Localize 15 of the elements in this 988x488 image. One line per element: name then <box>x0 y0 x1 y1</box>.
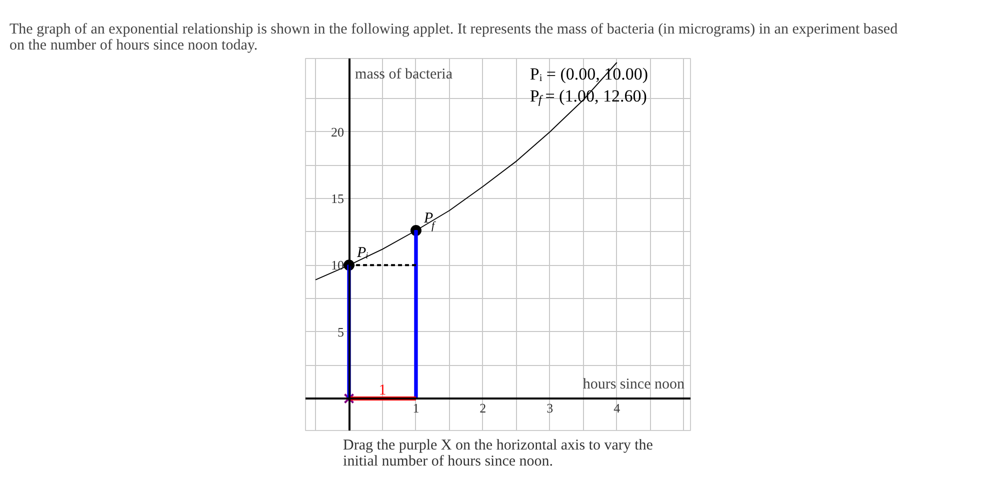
x-tick-label: 3 <box>546 400 554 416</box>
y-tick-label: 15 <box>331 191 344 206</box>
x-axis-title: hours since noon <box>582 376 685 392</box>
y-tick-label: 20 <box>331 124 344 140</box>
series-label: Pᵢ <box>356 245 369 262</box>
annotation: Pᵢ = (0.00, 10.00) <box>530 64 648 84</box>
x-tick-label: 2 <box>480 400 486 416</box>
x-tick-label: 4 <box>614 400 621 416</box>
x-tick-label: 1 <box>412 400 420 416</box>
y-tick-label: 10 <box>331 258 344 273</box>
y-axis-title: mass of bacteria <box>355 66 453 82</box>
text: Drag the purple X on the horizontal axis to vary the initial number of hours since noon. <box>343 438 654 470</box>
annotation: 1 <box>378 382 386 398</box>
y-tick-label: 5 <box>338 324 344 340</box>
chart-title: The graph of an exponential relationship is shown in the following applet. It represents the mass of bacteria (in micrograms) in an experiment based on the number of hours since noon today. <box>10 22 898 54</box>
